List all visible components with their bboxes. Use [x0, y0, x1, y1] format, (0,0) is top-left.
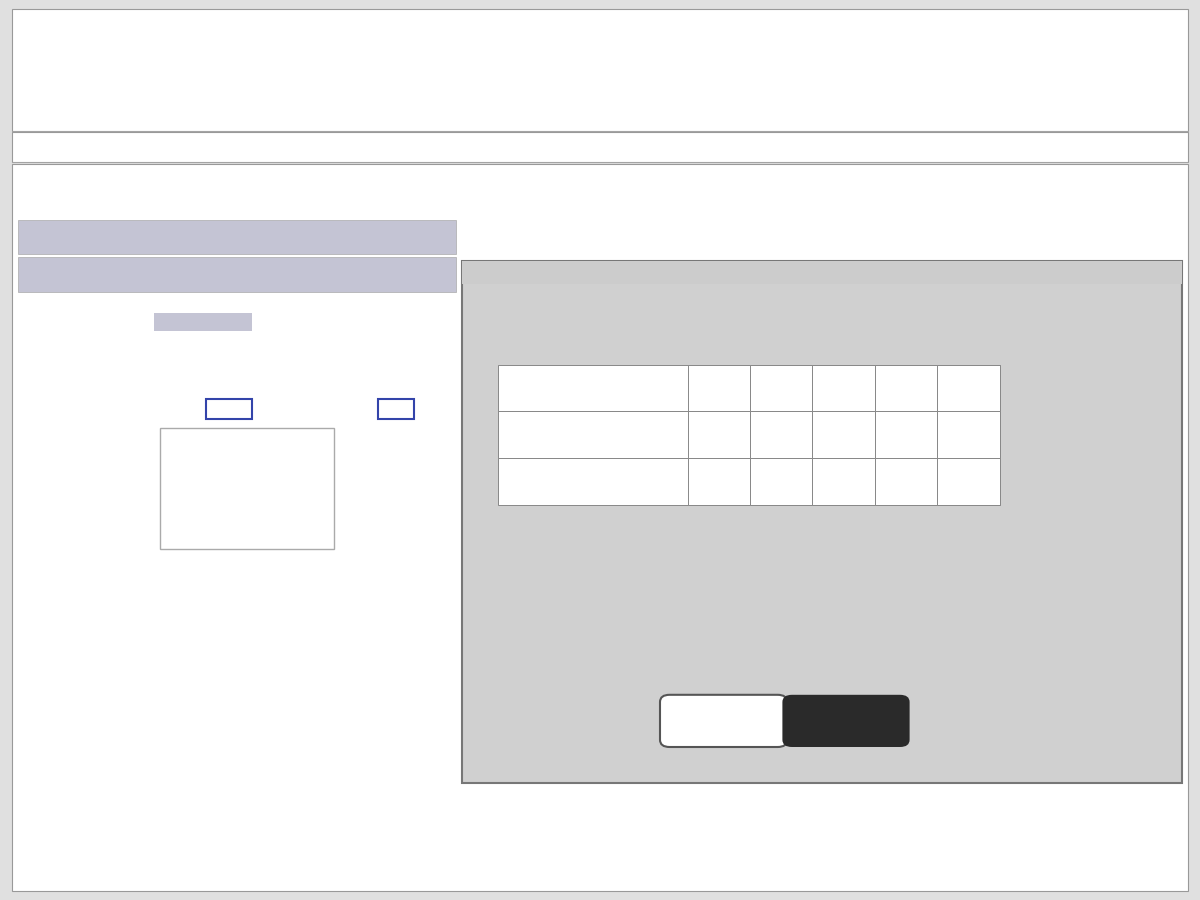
- Text: (b) Find the critical value, F₀, and identify the rejection region.: (b) Find the critical value, F₀, and ide…: [22, 360, 454, 374]
- Text: The claim is the: The claim is the: [22, 317, 136, 331]
- Text: 139: 139: [894, 475, 918, 488]
- Text: Click the icon to view the battery cost data.: Click the icon to view the battery cost …: [40, 140, 314, 153]
- Text: ▼: ▼: [220, 403, 229, 414]
- Text: hypothesis.: hypothesis.: [257, 317, 336, 331]
- Text: 126: 126: [832, 475, 856, 488]
- Text: Print: Print: [708, 714, 739, 728]
- Text: ⌸: ⌸: [22, 140, 31, 154]
- Text: 111: 111: [832, 382, 856, 394]
- Text: At least one mean is different from the others.: At least one mean is different from the …: [62, 267, 385, 282]
- Text: 177: 177: [832, 428, 856, 441]
- Text: 277: 277: [956, 428, 980, 441]
- Text: <: <: [239, 466, 253, 484]
- Text: .: .: [418, 405, 422, 419]
- Text: Group size 24/24F: Group size 24/24F: [504, 475, 631, 488]
- Text: one mean battery price is different from the others? Complete parts (a) through : one mean battery price is different from…: [22, 92, 558, 104]
- Text: 124: 124: [956, 382, 980, 394]
- Text: H₀:: H₀:: [26, 230, 47, 244]
- Text: 80: 80: [710, 475, 727, 488]
- Text: (a) Let μ₁, μ₂, μ₃ represent the mean prices for the group size 35, 65, and 24/2: (a) Let μ₁, μ₂, μ₃ represent the mean pr…: [22, 180, 908, 193]
- Text: 100: 100: [769, 382, 793, 394]
- Text: The rejection region is F: The rejection region is F: [22, 405, 188, 419]
- Text: 86: 86: [773, 475, 790, 488]
- Text: −: −: [1139, 263, 1152, 277]
- Text: ×: ×: [1160, 263, 1174, 277]
- Text: 121: 121: [894, 382, 918, 394]
- Text: Cost of batteries by type: Cost of batteries by type: [701, 304, 943, 323]
- Text: >: >: [239, 504, 253, 522]
- Text: Group size 65: Group size 65: [504, 428, 600, 441]
- Text: alternative: alternative: [155, 317, 230, 331]
- Text: ded.): ded.): [264, 441, 300, 455]
- Text: Done: Done: [826, 714, 866, 728]
- Text: 141: 141: [956, 475, 980, 488]
- Text: the prices (in dollars) for a sample of automobile batteries. The prices are cla: the prices (in dollars) for a sample of …: [22, 56, 1055, 68]
- Text: (Round to two decimal: (Round to two decimal: [22, 441, 182, 455]
- Text: 89: 89: [710, 382, 727, 394]
- Text: 90: 90: [710, 428, 727, 441]
- Text: Group size 35: Group size 35: [504, 382, 600, 394]
- Text: 180: 180: [894, 428, 918, 441]
- Text: 146: 146: [769, 428, 793, 441]
- Text: Hₐ:: Hₐ:: [26, 267, 47, 282]
- Text: μ₁ = μ₂ = μ₃: μ₁ = μ₂ = μ₃: [62, 230, 146, 244]
- Text: Assume the samples are random and independent, the populations are normally dist: Assume the samples are random and indepe…: [22, 20, 1008, 32]
- Text: · · · · ·: · · · · ·: [584, 163, 616, 174]
- Text: □: □: [1003, 382, 1013, 393]
- Text: F₀, where F₀ =: F₀, where F₀ =: [257, 405, 355, 419]
